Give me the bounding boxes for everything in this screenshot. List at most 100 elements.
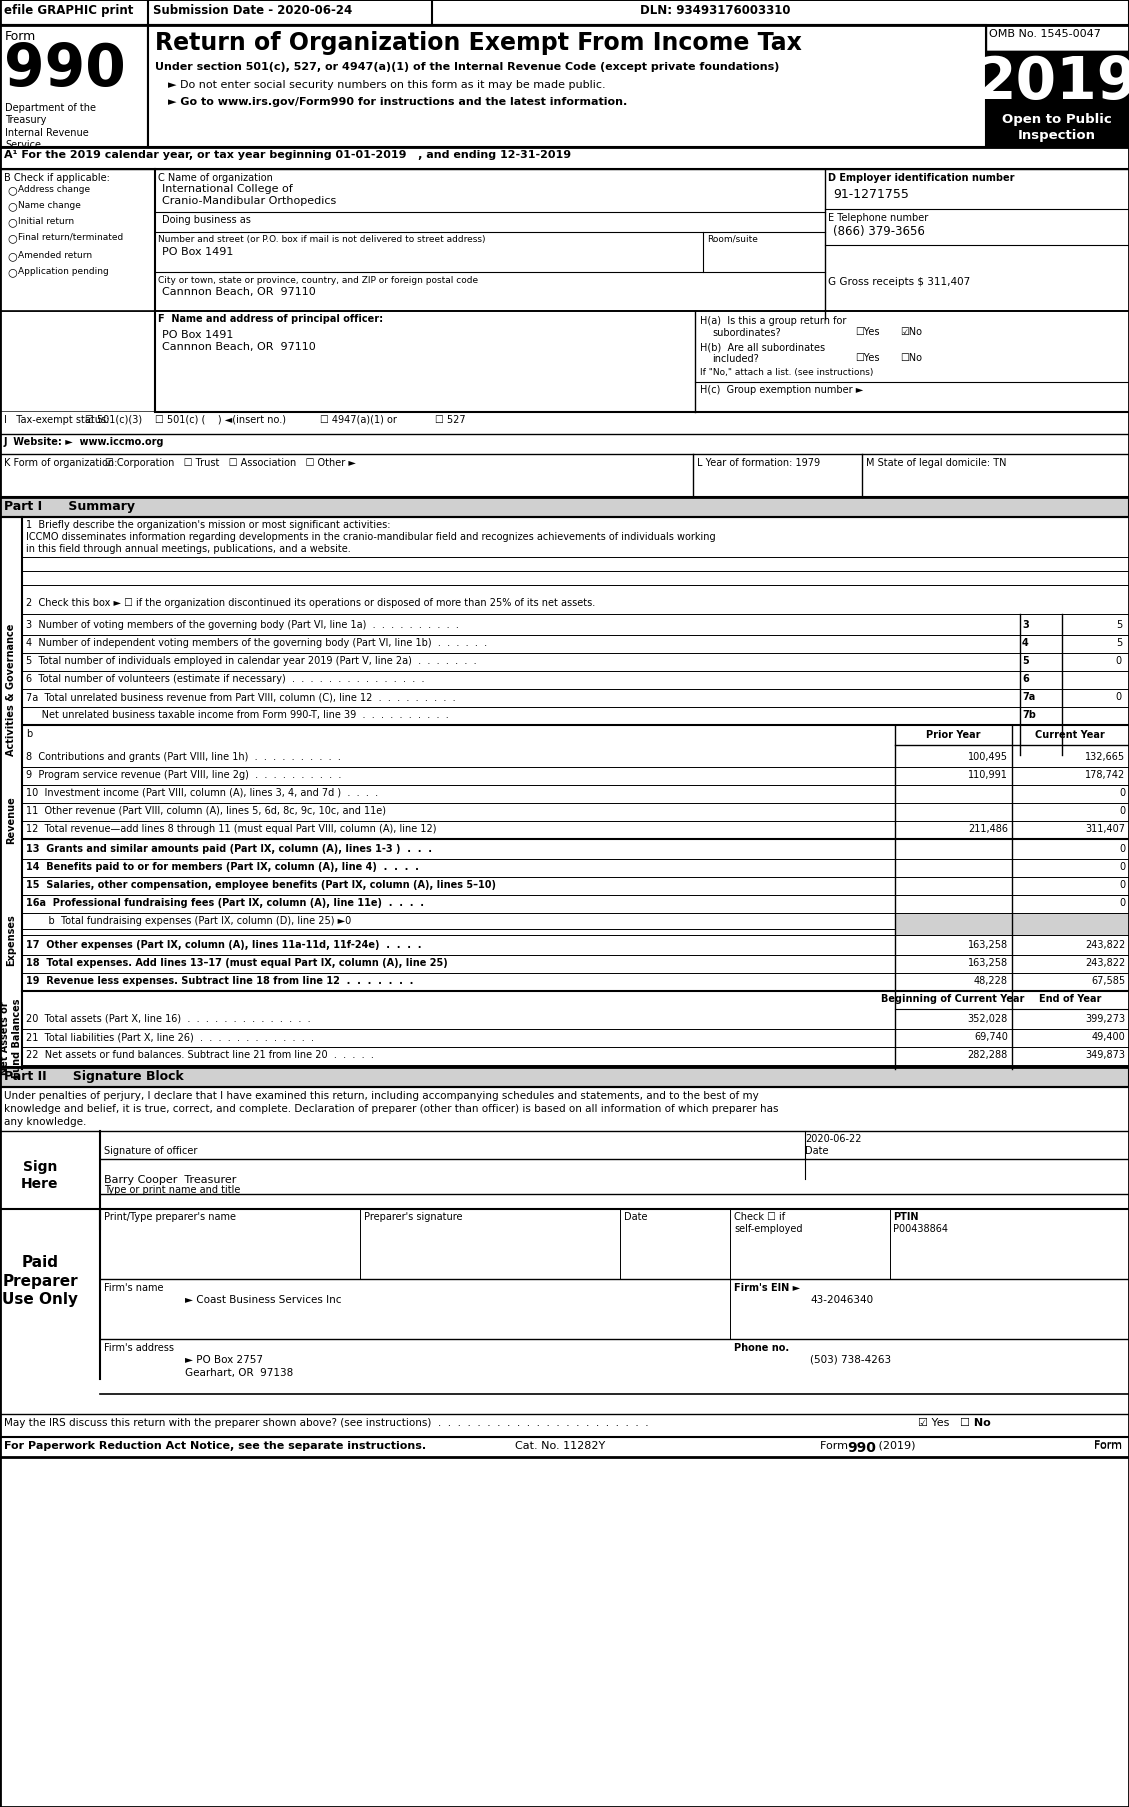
Text: ○: ○ [7, 251, 17, 260]
Text: C Name of organization: C Name of organization [158, 173, 273, 183]
Text: 10  Investment income (Part VIII, column (A), lines 3, 4, and 7d )  .  .  .  .: 10 Investment income (Part VIII, column … [26, 788, 378, 797]
Text: P00438864: P00438864 [893, 1223, 948, 1234]
Text: 7a: 7a [1022, 692, 1035, 701]
Text: ○: ○ [7, 184, 17, 195]
Text: 43-2046340: 43-2046340 [809, 1294, 873, 1305]
Text: 12  Total revenue—add lines 8 through 11 (must equal Part VIII, column (A), line: 12 Total revenue—add lines 8 through 11 … [26, 824, 437, 833]
Text: 0: 0 [1115, 656, 1122, 665]
Text: Type or print name and title: Type or print name and title [104, 1184, 240, 1194]
Text: E Telephone number: E Telephone number [828, 213, 928, 222]
Text: 4: 4 [1022, 638, 1029, 647]
Text: ☐ 501(c) (    ) ◄(insert no.): ☐ 501(c) ( ) ◄(insert no.) [155, 416, 286, 425]
Text: ○: ○ [7, 201, 17, 211]
Text: Firm's EIN ►: Firm's EIN ► [734, 1283, 800, 1292]
Text: ► PO Box 2757: ► PO Box 2757 [185, 1353, 263, 1364]
Text: Print/Type preparer's name: Print/Type preparer's name [104, 1211, 236, 1222]
Text: 19  Revenue less expenses. Subtract line 18 from line 12  .  .  .  .  .  .  .: 19 Revenue less expenses. Subtract line … [26, 976, 413, 985]
Text: Return of Organization Exempt From Income Tax: Return of Organization Exempt From Incom… [155, 31, 802, 54]
Text: 0: 0 [1115, 692, 1122, 701]
Text: ☐ 4947(a)(1) or: ☐ 4947(a)(1) or [320, 416, 397, 425]
Text: Form: Form [5, 31, 36, 43]
Text: B Check if applicable:: B Check if applicable: [5, 173, 110, 183]
Text: Part I      Summary: Part I Summary [5, 501, 135, 513]
Text: Open to Public
Inspection: Open to Public Inspection [1003, 112, 1112, 143]
Text: 6  Total number of volunteers (estimate if necessary)  .  .  .  .  .  .  .  .  .: 6 Total number of volunteers (estimate i… [26, 674, 425, 683]
Text: A¹ For the 2019 calendar year, or tax year beginning 01-01-2019   , and ending 1: A¹ For the 2019 calendar year, or tax ye… [5, 150, 571, 159]
Text: Cat. No. 11282Y: Cat. No. 11282Y [515, 1440, 605, 1451]
Text: I   Tax-exempt status:: I Tax-exempt status: [5, 416, 110, 425]
Text: 0: 0 [1119, 898, 1124, 907]
Text: 5: 5 [1115, 638, 1122, 647]
Bar [0, 497, 1129, 519]
Text: ☐Yes: ☐Yes [855, 327, 879, 336]
Text: J  Website: ►  www.iccmo.org: J Website: ► www.iccmo.org [5, 437, 165, 446]
Text: 990: 990 [5, 42, 125, 98]
Text: 0: 0 [1119, 806, 1124, 815]
Bar [986, 25, 1129, 52]
Text: H(b)  Are all subordinates: H(b) Are all subordinates [700, 342, 825, 352]
Text: Cannnon Beach, OR  97110: Cannnon Beach, OR 97110 [161, 287, 316, 296]
Text: Doing business as: Doing business as [161, 215, 251, 224]
Text: 163,258: 163,258 [968, 958, 1008, 967]
Text: 7b: 7b [1022, 710, 1036, 719]
Text: Final return/terminated: Final return/terminated [18, 233, 123, 242]
Text: Sign
Here: Sign Here [21, 1160, 59, 1191]
Text: 5: 5 [1022, 656, 1029, 665]
Text: 4  Number of independent voting members of the governing body (Part VI, line 1b): 4 Number of independent voting members o… [26, 638, 487, 647]
Text: Phone no.: Phone no. [734, 1343, 789, 1352]
Text: ► Coast Business Services Inc: ► Coast Business Services Inc [185, 1294, 341, 1305]
Text: 0: 0 [1119, 880, 1124, 889]
Bar [148, 25, 986, 148]
Text: Gearhart, OR  97138: Gearhart, OR 97138 [185, 1368, 294, 1377]
Text: ○: ○ [7, 267, 17, 276]
Text: 0: 0 [1119, 788, 1124, 797]
Text: included?: included? [712, 354, 759, 363]
Text: ○: ○ [7, 233, 17, 242]
Text: 7a  Total unrelated business revenue from Part VIII, column (C), line 12  .  .  : 7a Total unrelated business revenue from… [26, 692, 456, 701]
Text: Application pending: Application pending [18, 267, 108, 276]
Bar [0, 313, 155, 412]
Text: ☑ Yes: ☑ Yes [918, 1417, 949, 1428]
Text: any knowledge.: any knowledge. [5, 1117, 87, 1126]
Text: City or town, state or province, country, and ZIP or foreign postal code: City or town, state or province, country… [158, 276, 478, 286]
Bar [0, 0, 1129, 25]
Text: Revenue: Revenue [6, 795, 16, 844]
Text: L Year of formation: 1979: L Year of formation: 1979 [697, 457, 820, 468]
Text: 9  Program service revenue (Part VIII, line 2g)  .  .  .  .  .  .  .  .  .  .: 9 Program service revenue (Part VIII, li… [26, 770, 341, 779]
Text: Form: Form [1094, 1438, 1124, 1449]
Text: Under penalties of perjury, I declare that I have examined this return, includin: Under penalties of perjury, I declare th… [5, 1090, 759, 1100]
Text: 990: 990 [847, 1440, 876, 1455]
Text: 2019: 2019 [975, 54, 1129, 110]
Text: 91-1271755: 91-1271755 [833, 188, 909, 201]
Text: 352,028: 352,028 [968, 1014, 1008, 1023]
Text: 399,273: 399,273 [1085, 1014, 1124, 1023]
Text: End of Year: End of Year [1039, 994, 1101, 1003]
Text: (503) 738-4263: (503) 738-4263 [809, 1353, 891, 1364]
Text: Amended return: Amended return [18, 251, 93, 260]
Text: 349,873: 349,873 [1085, 1050, 1124, 1059]
Text: 243,822: 243,822 [1085, 958, 1124, 967]
Text: Current Year: Current Year [1035, 730, 1105, 739]
Text: 0: 0 [1119, 862, 1124, 871]
Text: 21  Total liabilities (Part X, line 26)  .  .  .  .  .  .  .  .  .  .  .  .  .: 21 Total liabilities (Part X, line 26) .… [26, 1032, 314, 1041]
Text: H(c)  Group exemption number ►: H(c) Group exemption number ► [700, 385, 864, 394]
Text: (2019): (2019) [875, 1440, 916, 1451]
Text: Part II      Signature Block: Part II Signature Block [5, 1070, 184, 1082]
Text: G Gross receipts $ 311,407: G Gross receipts $ 311,407 [828, 276, 970, 287]
Text: 163,258: 163,258 [968, 940, 1008, 949]
Text: 282,288: 282,288 [968, 1050, 1008, 1059]
Text: Expenses: Expenses [6, 914, 16, 965]
Text: 14  Benefits paid to or for members (Part IX, column (A), line 4)  .  .  .  .: 14 Benefits paid to or for members (Part… [26, 862, 419, 871]
Bar [0, 25, 148, 148]
Text: M State of legal domicile: TN: M State of legal domicile: TN [866, 457, 1006, 468]
Text: ☐ No: ☐ No [960, 1417, 991, 1428]
Text: 211,486: 211,486 [968, 824, 1008, 833]
Text: Prior Year: Prior Year [926, 730, 980, 739]
Text: Date: Date [805, 1146, 829, 1155]
Text: ○: ○ [7, 217, 17, 228]
Text: H(a)  Is this a group return for: H(a) Is this a group return for [700, 316, 847, 325]
Text: May the IRS discuss this return with the preparer shown above? (see instructions: May the IRS discuss this return with the… [5, 1417, 649, 1428]
Text: 48,228: 48,228 [974, 976, 1008, 985]
Text: b  Total fundraising expenses (Part IX, column (D), line 25) ►0: b Total fundraising expenses (Part IX, c… [36, 916, 351, 925]
Text: ICCMO disseminates information regarding developments in the cranio-mandibular f: ICCMO disseminates information regarding… [26, 531, 716, 555]
